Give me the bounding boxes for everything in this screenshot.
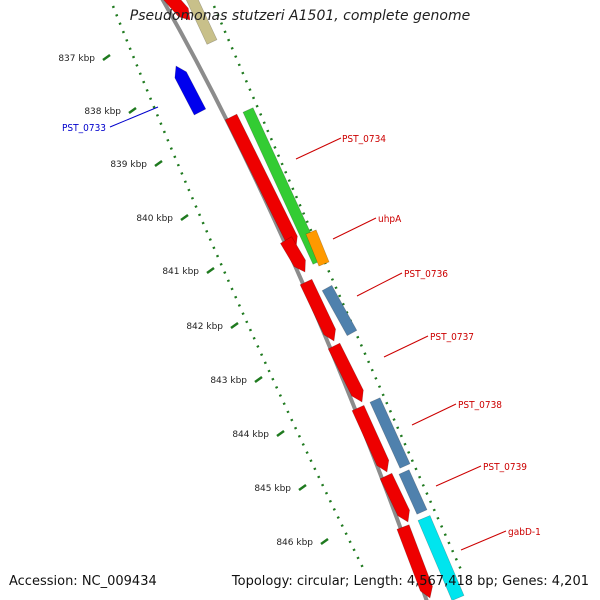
gene-label: PST_0738 <box>458 400 502 411</box>
kbp-tick-mark <box>206 266 215 275</box>
gene-label-leader <box>295 137 342 160</box>
gene-label-leader <box>356 272 403 297</box>
gene-label: PST_0734 <box>342 134 386 145</box>
gene-label-leader <box>383 335 429 358</box>
gene-label-leader <box>109 106 159 128</box>
kbp-tick-mark <box>180 213 189 222</box>
gene-label: PST_0733 <box>62 123 106 134</box>
cds-reverse-arrow <box>224 113 298 249</box>
kbp-tick-label: 837 kbp <box>58 54 95 64</box>
gene-label-leader <box>332 217 377 240</box>
kbp-tick-label: 840 kbp <box>136 214 173 224</box>
feature-steelblue-bar <box>369 397 411 469</box>
kbp-tick-label: 839 kbp <box>110 160 147 170</box>
scale-ruler: 837 kbp 838 kbp 839 kbp 840 kbp 841 kbp 842 k… <box>58 5 464 573</box>
cds-reverse-arrow <box>327 342 364 403</box>
kbp-tick-mark <box>254 375 263 384</box>
kbp-tick-label: 844 kbp <box>232 430 269 440</box>
cds-reverse-arrow <box>163 0 191 21</box>
feature-orange-bar <box>305 229 330 267</box>
cds-reverse-arrow <box>279 236 306 273</box>
genome-backbone <box>160 0 429 600</box>
feature-steelblue-bar <box>321 284 358 337</box>
kbp-tick-mark <box>320 537 329 546</box>
gene-label-leader <box>435 465 482 487</box>
kbp-tick-mark <box>154 159 163 168</box>
cds-reverse-arrow <box>396 524 433 599</box>
kbp-tick-label: 843 kbp <box>210 376 247 386</box>
cds-forward-arrow <box>174 65 207 116</box>
cds-reverse-arrow <box>379 472 410 523</box>
gene-labels: PST_0733 PST_0734 uhpA PST_0736 PST_0737 PST_… <box>62 106 541 551</box>
outer-dotted-ruler <box>212 5 464 573</box>
kbp-tick-mark <box>102 53 111 62</box>
kbp-tick-label: 838 kbp <box>84 107 121 117</box>
gene-label: PST_0736 <box>404 269 448 280</box>
gene-label: PST_0737 <box>430 332 474 343</box>
gene-label: uhpA <box>378 214 402 225</box>
genome-summary-text: Topology: circular; Length: 4,567,418 bp… <box>231 574 589 589</box>
accession-text: Accession: NC_009434 <box>9 574 157 589</box>
kbp-tick-mark <box>230 321 239 330</box>
gene-label: gabD-1 <box>508 527 541 538</box>
gene-label: PST_0739 <box>483 462 527 473</box>
kbp-tick-mark <box>276 429 285 438</box>
kbp-tick-label: 841 kbp <box>162 267 199 277</box>
feature-tracks <box>163 0 465 600</box>
kbp-tick-label: 846 kbp <box>276 538 313 548</box>
genome-title: Pseudomonas stutzeri A1501, complete gen… <box>129 8 471 24</box>
kbp-tick-mark <box>128 106 137 115</box>
cds-reverse-arrow <box>351 404 390 473</box>
gene-label-leader <box>460 530 507 551</box>
kbp-tick-label: 842 kbp <box>186 322 223 332</box>
feature-steelblue-bar <box>398 469 428 515</box>
backbone-line <box>160 0 429 600</box>
feature-cyan-bar <box>417 515 465 600</box>
kbp-tick-mark <box>298 483 307 492</box>
cds-reverse-arrow <box>299 278 336 342</box>
kbp-tick-label: 845 kbp <box>254 484 291 494</box>
gene-label-leader <box>411 403 457 426</box>
feature-khaki-bar <box>185 0 218 45</box>
